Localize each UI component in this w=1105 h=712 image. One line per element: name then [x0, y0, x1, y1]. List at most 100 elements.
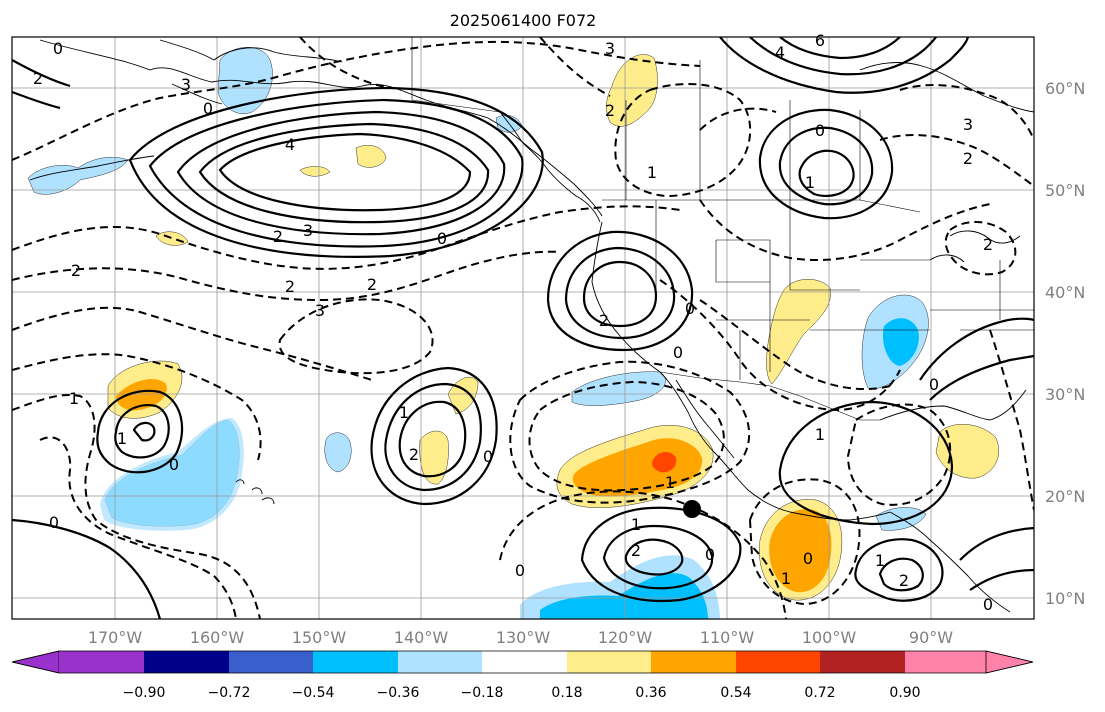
contour-streak-3	[176, 110, 506, 236]
colorbar-bin	[567, 651, 651, 673]
colorbar-extend-right	[985, 650, 1034, 674]
coast-mexico	[713, 451, 891, 521]
contour-dash-10	[528, 380, 725, 492]
contour-label: 0	[515, 561, 525, 580]
shaded-fields	[27, 47, 999, 619]
contour-dash-18	[699, 299, 891, 391]
contour-label: 0	[169, 455, 179, 474]
lat-axis: 60°N 50°N 40°N 30°N 20°N 10°N	[1045, 79, 1085, 608]
coast-hudson	[859, 62, 1034, 113]
contour-dash-12	[748, 478, 861, 606]
contour-label: 0	[203, 99, 213, 118]
lon-axis: 170°W 160°W 150°W 140°W 130°W 120°W 110°…	[88, 628, 953, 647]
contour-label: 3	[963, 115, 973, 134]
colorbar-extend-left	[11, 650, 60, 674]
lon-label: 140°W	[394, 628, 449, 647]
contour-ca-low-3	[582, 260, 658, 328]
contour-pac-low-1	[370, 366, 498, 506]
colorbar-bin	[398, 651, 482, 673]
neg-field-gulf	[875, 507, 927, 531]
pos-field-rockies	[766, 279, 831, 385]
contour-label: 2	[899, 571, 909, 590]
contour-label: 0	[49, 513, 59, 532]
contour-westpac-2	[114, 404, 170, 459]
lat-label: 10°N	[1045, 589, 1085, 608]
coast-aleutians	[29, 83, 223, 181]
pos-field-north-canada	[606, 54, 658, 127]
contour-label: 1	[647, 163, 657, 182]
contour-label: 3	[315, 301, 325, 320]
colorbar-tick-label: −0.18	[461, 685, 504, 701]
contour-east-1	[919, 317, 1034, 401]
colorbar-bin	[905, 651, 986, 673]
contour-hudson-1	[719, 37, 970, 94]
contour-label: 0	[685, 299, 695, 318]
contour-streak-4	[198, 122, 490, 224]
lat-label: 20°N	[1045, 487, 1085, 506]
colorbar-bin	[651, 651, 736, 673]
contour-label: 1	[875, 551, 885, 570]
contour-ep-low-1	[580, 506, 742, 603]
lon-label: 130°W	[496, 628, 551, 647]
contour-label: 0	[437, 229, 447, 248]
contour-dash-14	[614, 83, 752, 198]
coast-bc	[499, 111, 601, 223]
contour-pac-low-3	[398, 400, 467, 478]
contour-gulf-2	[854, 538, 944, 602]
contour-pac-low-2	[384, 382, 482, 492]
coast-alaska-north	[159, 39, 343, 63]
contour-dash-7	[12, 394, 261, 619]
contour-westpac-1	[96, 389, 184, 474]
contour-label: 1	[805, 173, 815, 192]
colorbar-bin	[144, 651, 229, 673]
contour-westpac-3	[132, 421, 156, 442]
colorbar-outline	[11, 650, 1034, 674]
contour-label: 1	[665, 473, 675, 492]
colorbar-tick-label: 0.54	[720, 685, 751, 701]
contour-label: 0	[815, 121, 825, 140]
pos-field-pac-low	[419, 430, 449, 485]
lon-label: 150°W	[292, 628, 347, 647]
contour-streak-4-inner	[218, 132, 472, 212]
contour-east-2	[959, 526, 1034, 591]
contour-ep-low-3	[624, 538, 684, 576]
colorbar-bin	[59, 651, 144, 673]
coast-great-lakes	[929, 230, 1021, 263]
colorbar-bin	[820, 651, 905, 673]
colorbar-tick-label: 0.90	[889, 685, 920, 701]
neg-field-pacific-edge	[100, 418, 244, 531]
graticule	[12, 37, 1034, 619]
colorbar-tick-label: −0.36	[377, 685, 420, 701]
coast-hawaii	[235, 479, 275, 505]
contour-dash-3	[12, 250, 561, 302]
contour-dash-16	[944, 220, 1017, 276]
storm-marker-red	[656, 453, 674, 471]
contour-dash-20	[846, 403, 952, 506]
colorbar-bin	[736, 651, 820, 673]
lon-label: 100°W	[802, 628, 857, 647]
lon-label: 120°W	[598, 628, 653, 647]
coast-alaska	[39, 39, 603, 217]
contour-dash-19	[299, 37, 611, 97]
contour-label: 1	[117, 429, 127, 448]
colorbar-tick-label: 0.72	[804, 685, 835, 701]
contour-dash-15	[879, 84, 1034, 187]
colorbar-bin	[482, 651, 567, 673]
contour-label: 4	[775, 43, 785, 62]
colorbar-tick-label: −0.90	[123, 685, 166, 701]
contour-label: 2	[367, 275, 377, 294]
contour-label: 3	[181, 75, 191, 94]
contour-canada-low-3	[798, 149, 855, 197]
contour-label: 3	[303, 221, 313, 240]
contour-label: 2	[599, 311, 609, 330]
colorbar-bin	[313, 651, 398, 673]
contour-label: 6	[815, 31, 825, 50]
colorbar-tick-label: −0.54	[292, 685, 335, 701]
contour-dash-6	[12, 353, 262, 461]
lat-label: 30°N	[1045, 385, 1085, 404]
pos-field-westpac-core	[116, 379, 167, 411]
contour-dash-8	[39, 436, 237, 619]
contour-label: 0	[673, 343, 683, 362]
neg-field-small-pac	[324, 432, 352, 473]
